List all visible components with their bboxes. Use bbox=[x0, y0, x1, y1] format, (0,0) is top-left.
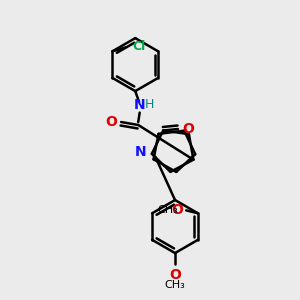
Text: N: N bbox=[135, 146, 146, 159]
Text: O: O bbox=[169, 268, 181, 282]
Text: O: O bbox=[182, 122, 194, 136]
Text: CH₃: CH₃ bbox=[158, 206, 178, 215]
Text: O: O bbox=[171, 203, 183, 218]
Text: N: N bbox=[134, 98, 146, 112]
Text: H: H bbox=[144, 98, 154, 111]
Text: CH₃: CH₃ bbox=[165, 280, 185, 290]
Text: Cl: Cl bbox=[132, 40, 145, 52]
Text: O: O bbox=[105, 115, 117, 129]
